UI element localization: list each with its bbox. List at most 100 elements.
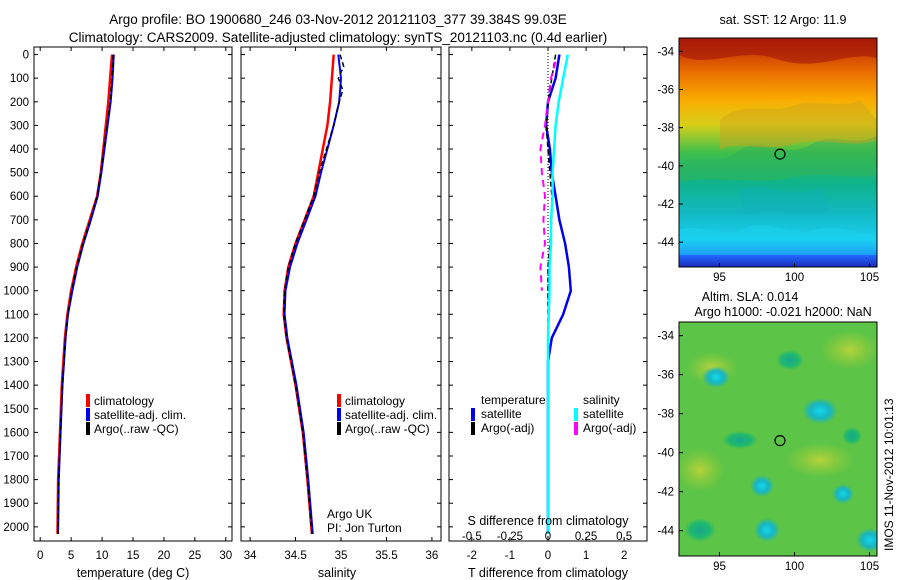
legend-swatch-s-argo	[574, 422, 578, 435]
y-tick-label: 300	[10, 120, 29, 132]
y-tick-label: 1800	[3, 475, 29, 487]
x-tick-label: -2	[467, 550, 477, 562]
y-tick-label: 1500	[3, 404, 29, 416]
y-tick-label: 500	[10, 168, 29, 180]
y-tick-label: 800	[10, 238, 29, 250]
legend-swatch-s-satellite	[574, 408, 578, 421]
x-tick-label: 34.5	[284, 550, 306, 562]
legend-label: Argo(-adj)	[583, 421, 636, 435]
x-tick-label: 15	[127, 550, 140, 562]
map-lat-label: -44	[657, 237, 674, 249]
difference-xlabel: T difference from climatology	[468, 566, 629, 580]
series-line-temperature-satellite	[544, 54, 573, 534]
legend-label: satellite	[481, 407, 522, 421]
legend-swatch-satellite	[337, 408, 341, 421]
x-tick-label: 10	[96, 550, 109, 562]
legend-label: satellite	[583, 407, 624, 421]
y-tick-label: 1900	[3, 498, 29, 510]
temperature-x-axis: 0 5 10 15 20 25 30	[37, 47, 232, 562]
sla-map-title-line1: Altim. SLA: 0.014	[702, 290, 799, 304]
s-tick-label: -0.25	[497, 531, 523, 543]
s-tick-label: -0.5	[462, 531, 482, 543]
legend-swatch-argo	[86, 422, 90, 435]
map-lat-label: -42	[657, 199, 674, 211]
legend-label: satellite-adj. clim.	[94, 408, 186, 422]
map-lat-label: -38	[657, 123, 674, 135]
y-tick-label: 100	[10, 73, 29, 85]
x-tick-label: 2	[621, 550, 627, 562]
map-lon-label: 100	[785, 561, 804, 573]
x-tick-label: 30	[219, 550, 232, 562]
sla-heatmap	[679, 322, 877, 556]
s-tick-label: 0	[545, 531, 551, 543]
legend-header-salinity: salinity	[583, 393, 620, 407]
temperature-axes-box	[33, 46, 233, 542]
legend-label: Argo(-adj)	[481, 421, 534, 435]
legend-label: Argo(..raw -QC)	[94, 422, 179, 436]
sst-map-panel: sat. SST: 12 Argo: 11.9 -34 -36 -38 -40 -42 -…	[657, 13, 879, 284]
y-tick-label: 2000	[3, 522, 29, 534]
x-tick-label: 1	[583, 550, 589, 562]
figure-title-line1: Argo profile: BO 1900680_246 03-Nov-2012…	[109, 12, 567, 27]
x-tick-label: 0	[37, 550, 43, 562]
y-tick-label: 1200	[3, 333, 29, 345]
series-line-satellite-adj-clim-	[57, 54, 115, 534]
map-lat-label: -42	[657, 487, 674, 499]
y-tick-label: 1700	[3, 451, 29, 463]
s-tick-label: 0.25	[575, 531, 597, 543]
salinity-legend: climatology satellite-adj. clim. Argo(..…	[337, 394, 437, 436]
argo-location-marker	[774, 148, 786, 160]
legend-swatch-satellite	[86, 408, 90, 421]
map-lat-label: -44	[657, 526, 674, 538]
y-tick-label: 200	[10, 97, 29, 109]
difference-panel: -2 -1 0 1 2 T difference from climatology S …	[448, 46, 648, 580]
sla-axes-box	[678, 321, 878, 557]
s-difference-axis: -0.5 -0.25 0 0.25 0.5	[462, 531, 632, 543]
argo-uk-annotation: Argo UK	[327, 507, 372, 521]
imos-timestamp: IMOS 11-Nov-2012 10:01:13	[882, 398, 896, 551]
sst-heatmap	[679, 38, 877, 267]
salinity-panel: 34 34.5 35 35.5 36 salinity climatology sate…	[240, 46, 442, 580]
y-tick-label: 1000	[3, 286, 29, 298]
legend-label: climatology	[94, 394, 154, 408]
map-lon-label: 95	[713, 561, 726, 573]
map-lat-label: -36	[657, 370, 674, 382]
difference-legend: temperature salinity satellite Argo(-adj…	[471, 393, 636, 435]
y-tick-label: 600	[10, 191, 29, 203]
legend-label: satellite-adj. clim.	[345, 408, 437, 422]
sla-map-panel: Altim. SLA: 0.014 Argo h1000: -0.021 h20…	[657, 290, 879, 573]
s-tick-label: 0.5	[616, 531, 632, 543]
series-line-salinity-argo-adj-	[539, 61, 557, 291]
salinity-axes-box	[240, 46, 442, 542]
figure-title-line2: Climatology: CARS2009. Satellite-adjuste…	[69, 30, 608, 45]
legend-swatch-climatology	[337, 394, 341, 407]
salinity-xlabel: salinity	[318, 566, 357, 580]
map-lat-label: -40	[657, 161, 674, 173]
x-tick-label: 0	[545, 550, 551, 562]
series-line-salinity-satellite	[546, 54, 570, 534]
y-tick-label: 900	[10, 262, 29, 274]
x-tick-label: 34	[244, 550, 257, 562]
y-tick-label: 1400	[3, 380, 29, 392]
map-lat-label: -40	[657, 448, 674, 460]
sla-map-title-line2: Argo h1000: -0.021 h2000: NaN	[694, 305, 871, 319]
temperature-xlabel: temperature (deg C)	[77, 566, 190, 580]
legend-label: Argo(..raw -QC)	[345, 422, 430, 436]
legend-swatch-climatology	[86, 394, 90, 407]
x-tick-label: 25	[188, 550, 201, 562]
map-lat-label: -36	[657, 85, 674, 97]
map-lat-label: -34	[657, 331, 674, 343]
x-tick-label: 36	[426, 550, 439, 562]
y-tick-label: 1100	[4, 309, 29, 321]
legend-header-temperature: temperature	[481, 393, 546, 407]
x-tick-label: 5	[68, 550, 74, 562]
salinity-x-axis: 34 34.5 35 35.5 36	[244, 47, 439, 562]
y-tick-label: 700	[10, 215, 29, 227]
legend-swatch-argo	[337, 422, 341, 435]
y-tick-label: 0	[23, 50, 29, 62]
x-tick-label: 35	[335, 550, 348, 562]
legend-swatch-t-satellite	[471, 408, 475, 421]
sst-map-title: sat. SST: 12 Argo: 11.9	[720, 13, 847, 27]
x-tick-label: -1	[505, 550, 515, 562]
